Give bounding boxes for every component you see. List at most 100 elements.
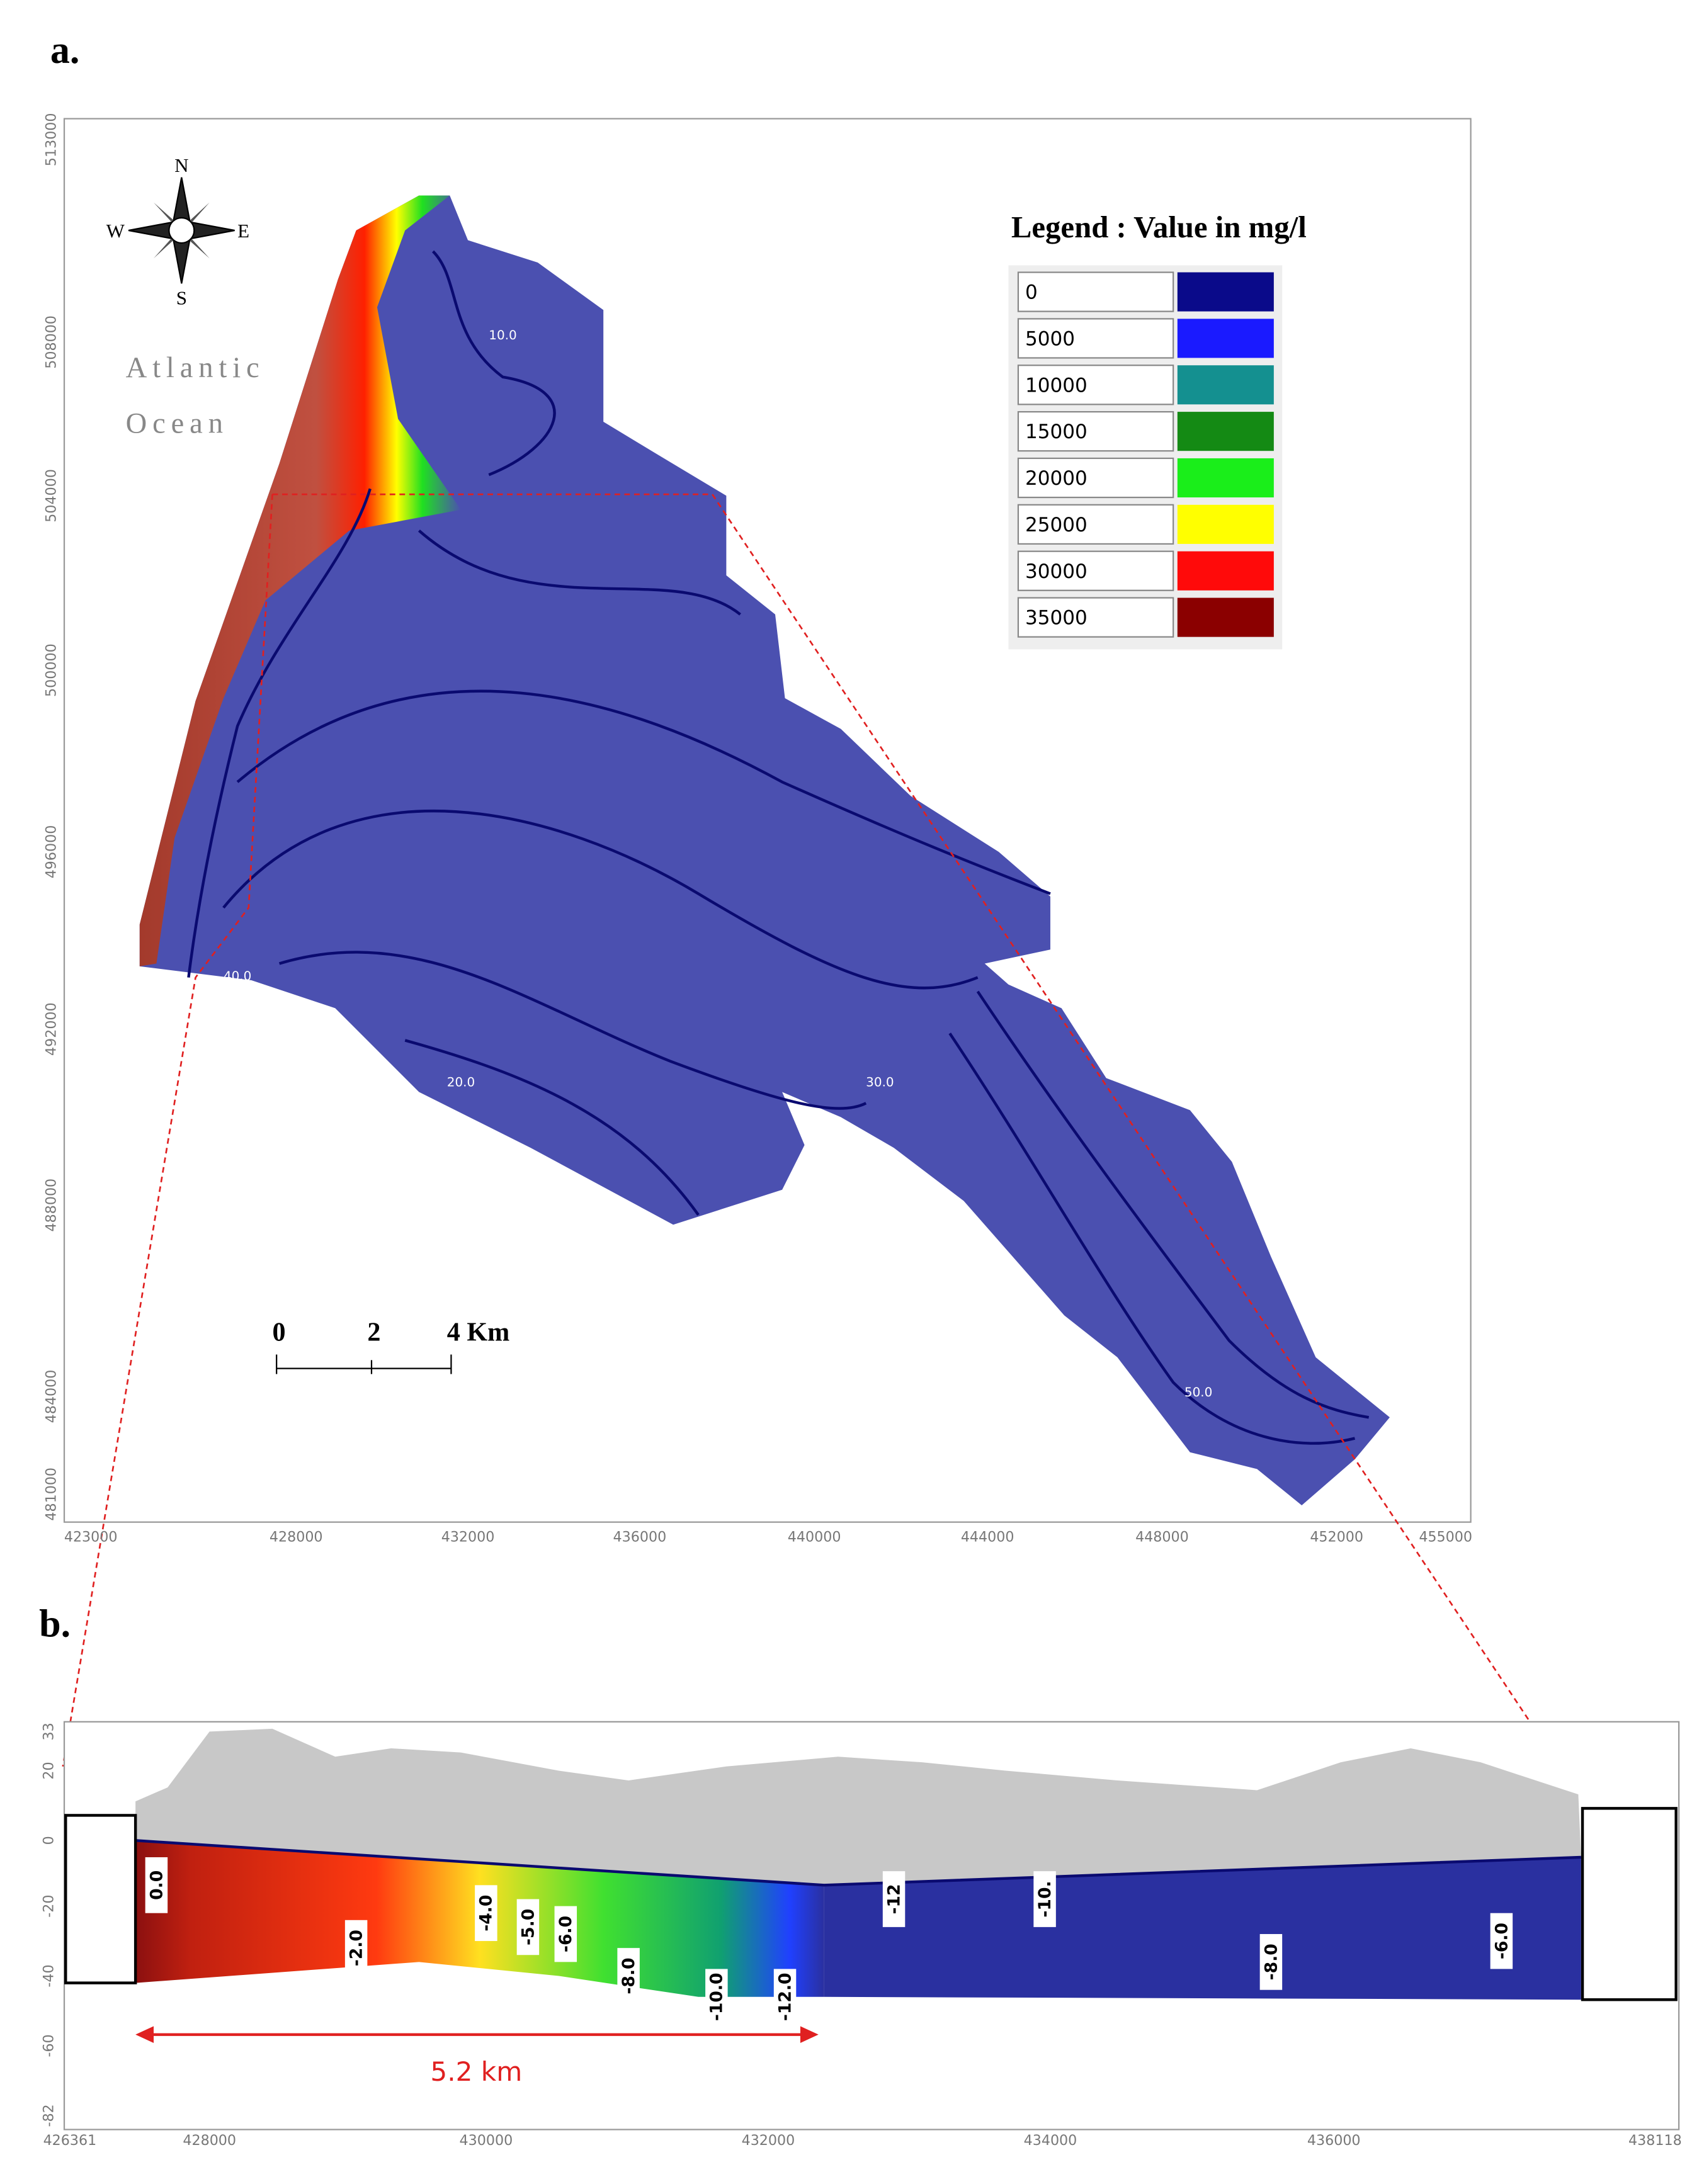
contour-label-bg	[882, 1871, 906, 1927]
x-tick-label: 426361	[43, 2132, 97, 2149]
y-tick-label: 513000	[43, 113, 60, 166]
y-tick-label: -82	[40, 2104, 57, 2127]
legend-field	[1017, 597, 1174, 638]
contour-label: 40.0	[224, 968, 251, 983]
contour-label: -10.	[1035, 1881, 1055, 1917]
contour-label-bg	[344, 1920, 368, 1976]
legend-label: 30000	[1025, 560, 1088, 583]
x-tick-label: 428000	[183, 2132, 236, 2149]
contour-label: 10.0	[489, 327, 516, 342]
section	[64, 1728, 1678, 2043]
x-tick-label: 452000	[1310, 1529, 1363, 1546]
compass-n: N	[174, 154, 188, 176]
section-trace	[62, 493, 1579, 1795]
contour-label-bg	[516, 1899, 540, 1955]
y-tick-label: 488000	[43, 1179, 60, 1232]
contour-label: -8.0	[619, 1957, 639, 1994]
compass-s: S	[176, 287, 187, 309]
y-tick-label: 492000	[43, 1002, 60, 1056]
contour-label: -4.0	[477, 1895, 496, 1932]
place-label: Atlantic	[126, 352, 265, 384]
contour-label-bg	[145, 1857, 168, 1913]
scale-label: 2	[367, 1317, 380, 1347]
y-tick-label: 504000	[43, 469, 60, 523]
contour-label-bg	[705, 1969, 728, 2025]
scale-label: 4 Km	[447, 1317, 509, 1347]
legend-label: 10000	[1025, 374, 1088, 397]
legend-swatch	[1177, 504, 1274, 544]
compass-e: E	[237, 220, 249, 242]
legend-label: 35000	[1025, 607, 1088, 630]
y-tick-label: 0	[40, 1836, 57, 1845]
x-tick-label: 438118	[1628, 2132, 1682, 2149]
legend-swatch	[1177, 319, 1274, 358]
panel-label: b.	[39, 1603, 71, 1646]
legend-field	[1017, 318, 1174, 359]
place-label: Ocean	[126, 408, 229, 440]
distance-label: 5.2 km	[430, 2056, 522, 2087]
legend-field	[1017, 550, 1174, 591]
x-tick-label: 432000	[742, 2132, 795, 2149]
scale-bar: 0 2 4 Km	[273, 1317, 509, 1374]
y-tick-label: -60	[40, 2034, 57, 2057]
y-tick-label: 496000	[43, 825, 60, 879]
generated: 423000 428000 432000 436000 440000 444000 4480…	[40, 113, 1681, 2148]
x-tick-label: 448000	[1135, 1529, 1189, 1546]
legend-field	[1017, 365, 1174, 405]
contour-label-bg	[773, 1969, 797, 2025]
y-tick-label: 33	[40, 1723, 57, 1740]
contour-label: 30.0	[866, 1075, 894, 1090]
y-tick-label: 484000	[43, 1370, 60, 1423]
legend-label: 5000	[1025, 328, 1075, 351]
y-tick-label: -40	[40, 1964, 57, 1987]
y-tick-label: 508000	[43, 315, 60, 369]
legend-swatch	[1177, 365, 1274, 405]
x-tick-label: 455000	[1419, 1529, 1472, 1546]
legend-label: 0	[1025, 281, 1038, 304]
legend-label: 15000	[1025, 421, 1088, 443]
panel-label: a.	[50, 29, 80, 72]
legend-swatch	[1177, 272, 1274, 312]
contour-label: -6.0	[556, 1916, 576, 1952]
contour-label: -6.0	[1492, 1923, 1511, 1959]
contour-label-bg	[1490, 1913, 1513, 1969]
y-tick-label: 20	[40, 1762, 57, 1779]
contour-label: 50.0	[1184, 1384, 1212, 1400]
legend-field	[1017, 504, 1174, 545]
legend-swatch	[1177, 551, 1274, 591]
x-tick-label: 444000	[961, 1529, 1014, 1546]
contour-label: 0.0	[147, 1870, 166, 1900]
x-tick-label: 436000	[613, 1529, 667, 1546]
contour-label: -5.0	[518, 1909, 538, 1945]
x-tick-label: 428000	[270, 1529, 323, 1546]
legend-label: 20000	[1025, 467, 1088, 490]
compass: N S E W	[106, 154, 249, 309]
contour-label-bg	[1259, 1933, 1283, 1990]
contour-label: 20.0	[447, 1075, 475, 1090]
x-tick-label: 436000	[1307, 2132, 1361, 2149]
contour-label: -2.0	[346, 1930, 366, 1966]
contour-label-bg	[475, 1885, 497, 1942]
y-tick-label: 500000	[43, 643, 60, 697]
legend-field	[1017, 410, 1174, 452]
contour-label-bg	[1033, 1871, 1056, 1927]
x-tick-label: 430000	[460, 2132, 513, 2149]
x-tick-label: 434000	[1024, 2132, 1077, 2149]
compass-w: W	[106, 220, 125, 242]
contour-label-bg	[617, 1948, 640, 2004]
contour-label: -10.0	[707, 1972, 727, 2021]
legend-title: Legend : Value in mg/l	[1011, 210, 1307, 244]
contour-label: -12.0	[775, 1972, 795, 2021]
contour-label: -12	[884, 1884, 904, 1914]
x-tick-label: 440000	[788, 1529, 841, 1546]
x-tick-label: 432000	[441, 1529, 495, 1546]
map	[139, 195, 1390, 1506]
contour-label-bg	[554, 1906, 577, 1962]
legend-swatch	[1177, 458, 1274, 498]
legend-swatch	[1177, 412, 1274, 451]
contour-label: -8.0	[1261, 1944, 1281, 1980]
y-tick-label: 481000	[43, 1468, 60, 1521]
scale-label: 0	[273, 1317, 286, 1347]
